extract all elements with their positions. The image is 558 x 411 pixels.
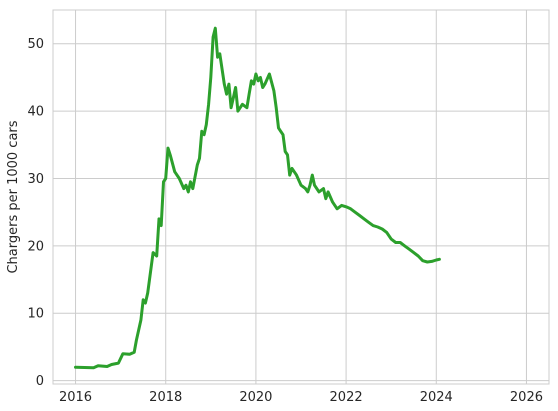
y-tick-label: 50	[27, 37, 44, 52]
x-tick-label: 2022	[330, 390, 363, 405]
x-tick-label: 2018	[149, 390, 182, 405]
y-tick-label: 10	[27, 307, 44, 322]
y-axis-label: Chargers per 1000 cars	[6, 120, 21, 273]
y-tick-label: 40	[27, 105, 44, 120]
y-tick-label: 0	[36, 374, 44, 389]
y-tick-label: 20	[27, 239, 44, 254]
plot-area	[52, 9, 550, 385]
x-tick-label: 2024	[420, 390, 453, 405]
tick-labels: 2016 2018 2020 2022 2024 2026 0 10 20 30 40 50	[27, 37, 543, 405]
series-layer	[74, 26, 441, 370]
x-tick-label: 2020	[239, 390, 272, 405]
grid-lines	[53, 10, 549, 384]
x-tick-label: 2026	[510, 390, 543, 405]
series-line	[74, 26, 441, 370]
y-tick-label: 30	[27, 172, 44, 187]
x-tick-label: 2016	[59, 390, 92, 405]
